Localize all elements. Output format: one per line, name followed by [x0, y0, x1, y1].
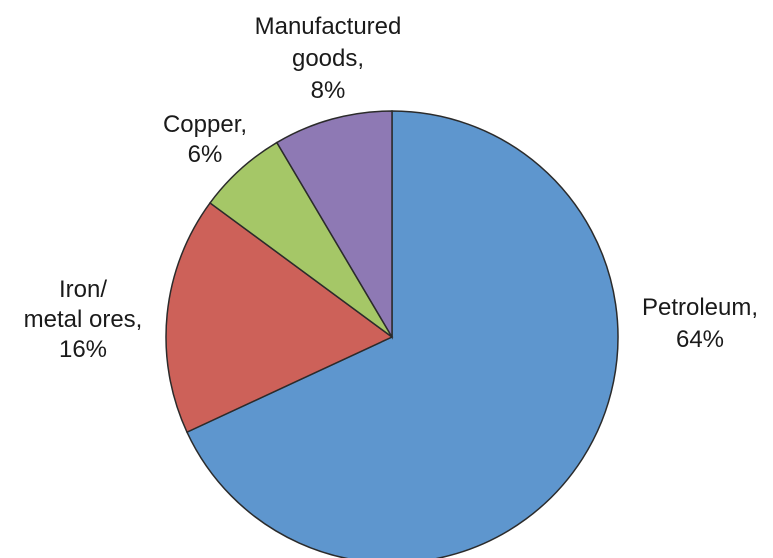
pie-label-line: 6% [188, 141, 223, 168]
pie-label-iron-metal-ores: Iron/metal ores, 16% [24, 276, 143, 363]
pie-label-line: Copper, [163, 111, 247, 138]
pie-slice-iron-metal-ores [165, 201, 394, 434]
pie-label-petroleum: Petroleum, 64% [642, 294, 758, 353]
pie-labels: Petroleum, 64% Iron/metal ores, 16% Copper, 6… [24, 13, 758, 363]
pie-slices [165, 110, 619, 558]
pie-label-line: goods, [292, 45, 364, 72]
pie-label-copper: Copper, 6% [163, 111, 247, 168]
pie-label-manufactured-goods: Manufactured goods, 8% [255, 13, 402, 104]
pie-slice-manufactured-goods [275, 110, 393, 340]
pie-label-line: Iron/ [59, 276, 107, 303]
pie-label-line: 64% [676, 326, 724, 353]
pie-label-line: metal ores, [24, 306, 143, 333]
pie-slice-petroleum [186, 110, 619, 558]
pie-label-line: 8% [311, 77, 346, 104]
pie-label-line: Manufactured [255, 13, 402, 40]
pie-label-line: Petroleum, [642, 294, 758, 321]
pie-label-line: 16% [59, 336, 107, 363]
